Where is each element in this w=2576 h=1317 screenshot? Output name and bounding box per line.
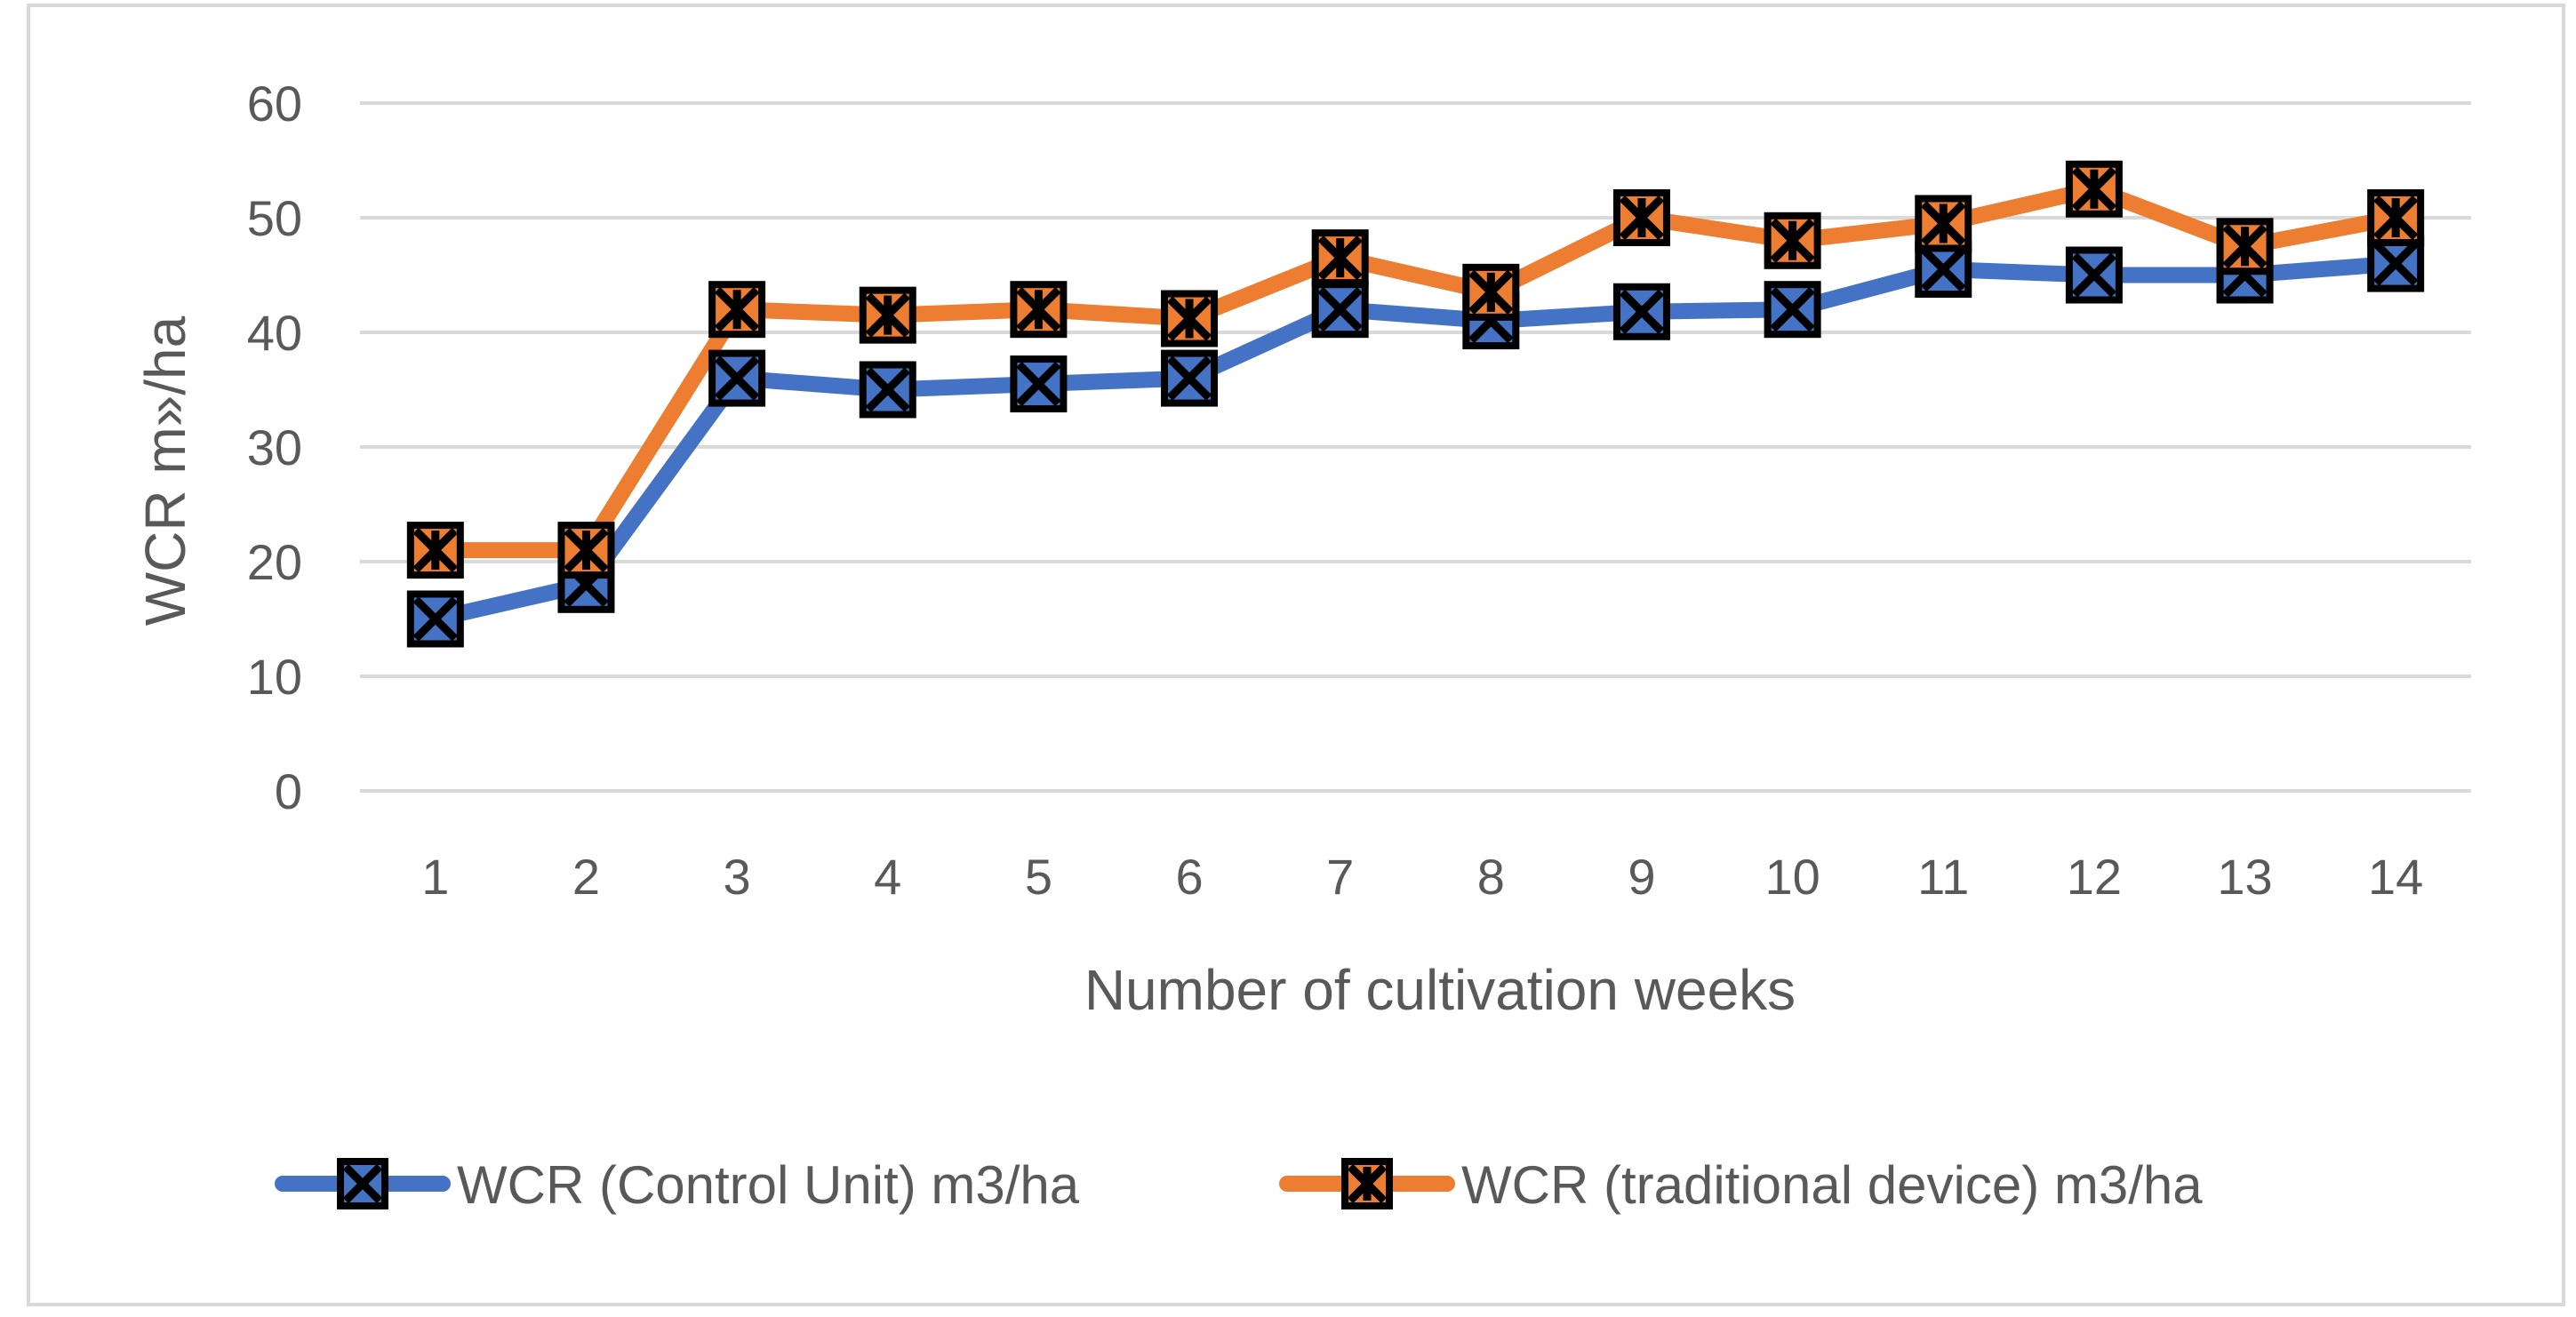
- data-point-series-1: [1161, 349, 1219, 407]
- x-tick-label: 9: [1628, 849, 1655, 905]
- data-point-series-2: [1010, 281, 1068, 339]
- data-point-series-1: [1764, 281, 1821, 339]
- x-tick-label: 11: [1917, 849, 1969, 905]
- x-axis-title: Number of cultivation weeks: [1084, 958, 1796, 1022]
- x-tick-label: 14: [2368, 849, 2423, 905]
- data-point-series-2: [406, 522, 464, 579]
- legend: WCR (Control Unit) m3/ha WCR (traditional…: [275, 1155, 2203, 1215]
- data-point-series-2: [1915, 195, 1972, 252]
- data-point-series-1: [2065, 246, 2123, 304]
- x-tick-label: 5: [1025, 849, 1052, 905]
- x-tick-label: 4: [874, 849, 901, 905]
- y-tick-label: 30: [247, 419, 302, 475]
- data-point-series-1: [859, 361, 916, 419]
- data-point-series-1: [1612, 283, 1670, 340]
- chart-border: [27, 4, 2565, 1306]
- x-tick-label: 3: [724, 849, 751, 905]
- data-point-series-2: [1462, 263, 1520, 321]
- x-tick-label: 13: [2217, 849, 2272, 905]
- x-tick-label: 10: [1764, 849, 1820, 905]
- data-point-series-1: [1010, 355, 1068, 413]
- legend-marker: [1341, 1158, 1393, 1209]
- data-point-series-1: [406, 590, 464, 648]
- data-point-series-2: [1764, 212, 1821, 269]
- y-tick-label: 40: [247, 305, 302, 361]
- y-tick-label: 20: [247, 534, 302, 590]
- x-tick-label: 8: [1477, 849, 1505, 905]
- series-markers: [406, 160, 2425, 648]
- data-point-series-2: [2216, 218, 2274, 275]
- legend-label: WCR (traditional device) m3/ha: [1461, 1155, 2203, 1215]
- data-point-series-2: [2065, 160, 2123, 218]
- data-point-series-2: [859, 286, 916, 344]
- y-tick-label: 50: [247, 190, 302, 246]
- x-tick-label: 12: [2067, 849, 2122, 905]
- legend-label: WCR (Control Unit) m3/ha: [457, 1155, 1080, 1215]
- legend-item-1: WCR (Control Unit) m3/ha: [275, 1155, 1080, 1215]
- x-tick-label: 6: [1175, 849, 1203, 905]
- y-tick-labels: 0 10 20 30 40 50 60: [247, 76, 302, 819]
- y-tick-label: 0: [275, 763, 302, 819]
- y-tick-label: 10: [247, 649, 302, 705]
- data-point-series-2: [1161, 290, 1219, 347]
- legend-marker: [337, 1158, 388, 1209]
- data-point-series-2: [2367, 189, 2425, 246]
- x-tick-label: 7: [1326, 849, 1354, 905]
- data-point-series-1: [708, 349, 766, 407]
- y-tick-label: 60: [247, 76, 302, 132]
- x-tick-label: 2: [572, 849, 600, 905]
- data-point-series-2: [557, 522, 615, 579]
- legend-item-2: WCR (traditional device) m3/ha: [1279, 1155, 2203, 1215]
- data-point-series-1: [1311, 281, 1369, 339]
- data-point-series-2: [1311, 229, 1369, 287]
- x-tick-labels: 1 2 3 4 5 6 7 8 9 10 11 12 13 14: [421, 849, 2423, 905]
- y-axis-title: WCR m»/ha: [133, 315, 197, 626]
- data-point-series-2: [708, 281, 766, 339]
- data-point-series-2: [1612, 189, 1670, 246]
- x-tick-label: 1: [421, 849, 449, 905]
